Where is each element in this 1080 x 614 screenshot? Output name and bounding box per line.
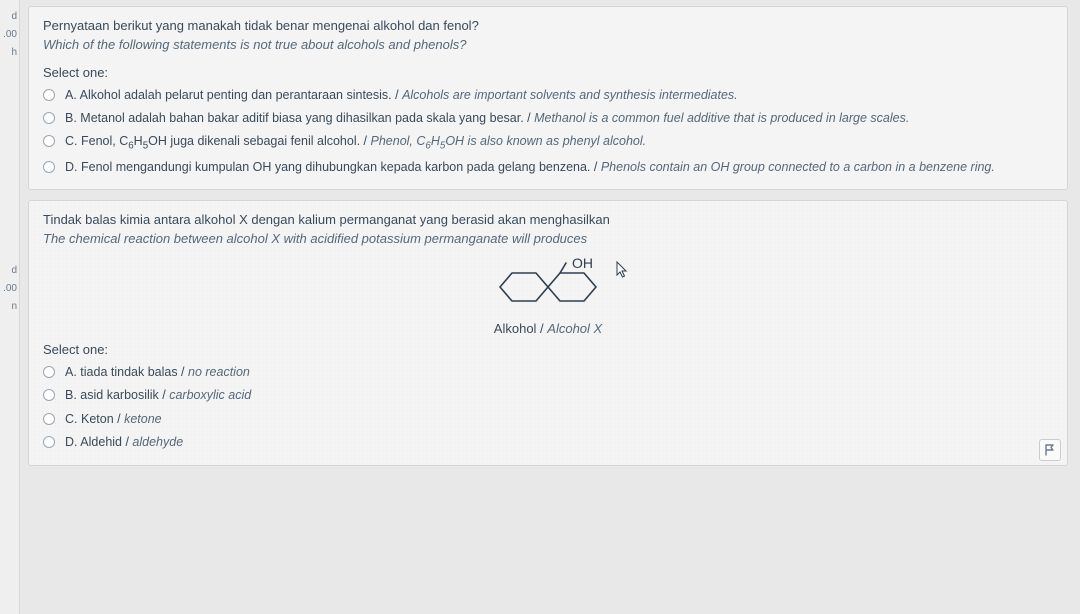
q1-option-b-label: B. Metanol adalah bahan bakar aditif bia… — [65, 109, 1053, 128]
q1-option-a[interactable]: A. Alkohol adalah pelarut penting dan pe… — [43, 86, 1053, 105]
q1-option-c[interactable]: C. Fenol, C6H5OH juga dikenali sebagai f… — [43, 132, 1053, 154]
q1-option-c-label: C. Fenol, C6H5OH juga dikenali sebagai f… — [65, 132, 1053, 154]
q2-option-c[interactable]: C. Keton / ketone — [43, 410, 1053, 429]
question-box-2: Tindak balas kimia antara alkohol X deng… — [28, 200, 1068, 465]
gutter-item: .00 — [0, 280, 19, 298]
q2-structure-figure: OH Alkohol / Alcohol X — [43, 259, 1053, 336]
q2-options: A. tiada tindak balas / no reaction B. a… — [43, 363, 1053, 453]
radio-icon[interactable] — [43, 112, 55, 124]
q1-prompt-main: Pernyataan berikut yang manakah tidak be… — [43, 18, 479, 33]
gutter-item: h — [0, 44, 19, 62]
radio-icon[interactable] — [43, 366, 55, 378]
radio-icon[interactable] — [43, 89, 55, 101]
main-content: Pernyataan berikut yang manakah tidak be… — [20, 0, 1080, 614]
cursor-icon — [616, 261, 630, 279]
question-2-prompt: Tindak balas kimia antara alkohol X deng… — [43, 211, 1053, 249]
q1-options: A. Alkohol adalah pelarut penting dan pe… — [43, 86, 1053, 178]
q2-option-c-label: C. Keton / ketone — [65, 410, 1053, 429]
flag-icon — [1044, 444, 1056, 456]
q2-prompt-main: Tindak balas kimia antara alkohol X deng… — [43, 212, 610, 227]
oh-label: OH — [572, 255, 593, 271]
question-box-1: Pernyataan berikut yang manakah tidak be… — [28, 6, 1068, 190]
q2-prompt-italic: The chemical reaction between alcohol X … — [43, 231, 587, 246]
q2-option-a[interactable]: A. tiada tindak balas / no reaction — [43, 363, 1053, 382]
left-gutter: d .00 h d .00 n — [0, 0, 20, 614]
q1-option-a-label: A. Alkohol adalah pelarut penting dan pe… — [65, 86, 1053, 105]
radio-icon[interactable] — [43, 436, 55, 448]
q2-option-b-label: B. asid karbosilik / carboxylic acid — [65, 386, 1053, 405]
radio-icon[interactable] — [43, 389, 55, 401]
question-1-prompt: Pernyataan berikut yang manakah tidak be… — [43, 17, 1053, 55]
q2-option-d[interactable]: D. Aldehid / aldehyde — [43, 433, 1053, 452]
radio-icon[interactable] — [43, 413, 55, 425]
q1-select-one: Select one: — [43, 65, 1053, 80]
q1-option-d[interactable]: D. Fenol mengandungi kumpulan OH yang di… — [43, 158, 1053, 177]
q1-prompt-italic: Which of the following statements is not… — [43, 37, 466, 52]
flag-button[interactable] — [1039, 439, 1061, 461]
q2-figure-caption: Alkohol / Alcohol X — [494, 321, 602, 336]
q2-select-one: Select one: — [43, 342, 1053, 357]
gutter-item: d — [0, 262, 19, 280]
gutter-item: d — [0, 8, 19, 26]
q2-option-a-label: A. tiada tindak balas / no reaction — [65, 363, 1053, 382]
q2-option-b[interactable]: B. asid karbosilik / carboxylic acid — [43, 386, 1053, 405]
radio-icon[interactable] — [43, 161, 55, 173]
gutter-item: n — [0, 298, 19, 316]
q2-option-d-label: D. Aldehid / aldehyde — [65, 433, 1053, 452]
radio-icon[interactable] — [43, 135, 55, 147]
gutter-item: .00 — [0, 26, 19, 44]
q1-option-d-label: D. Fenol mengandungi kumpulan OH yang di… — [65, 158, 1053, 177]
q1-option-b[interactable]: B. Metanol adalah bahan bakar aditif bia… — [43, 109, 1053, 128]
